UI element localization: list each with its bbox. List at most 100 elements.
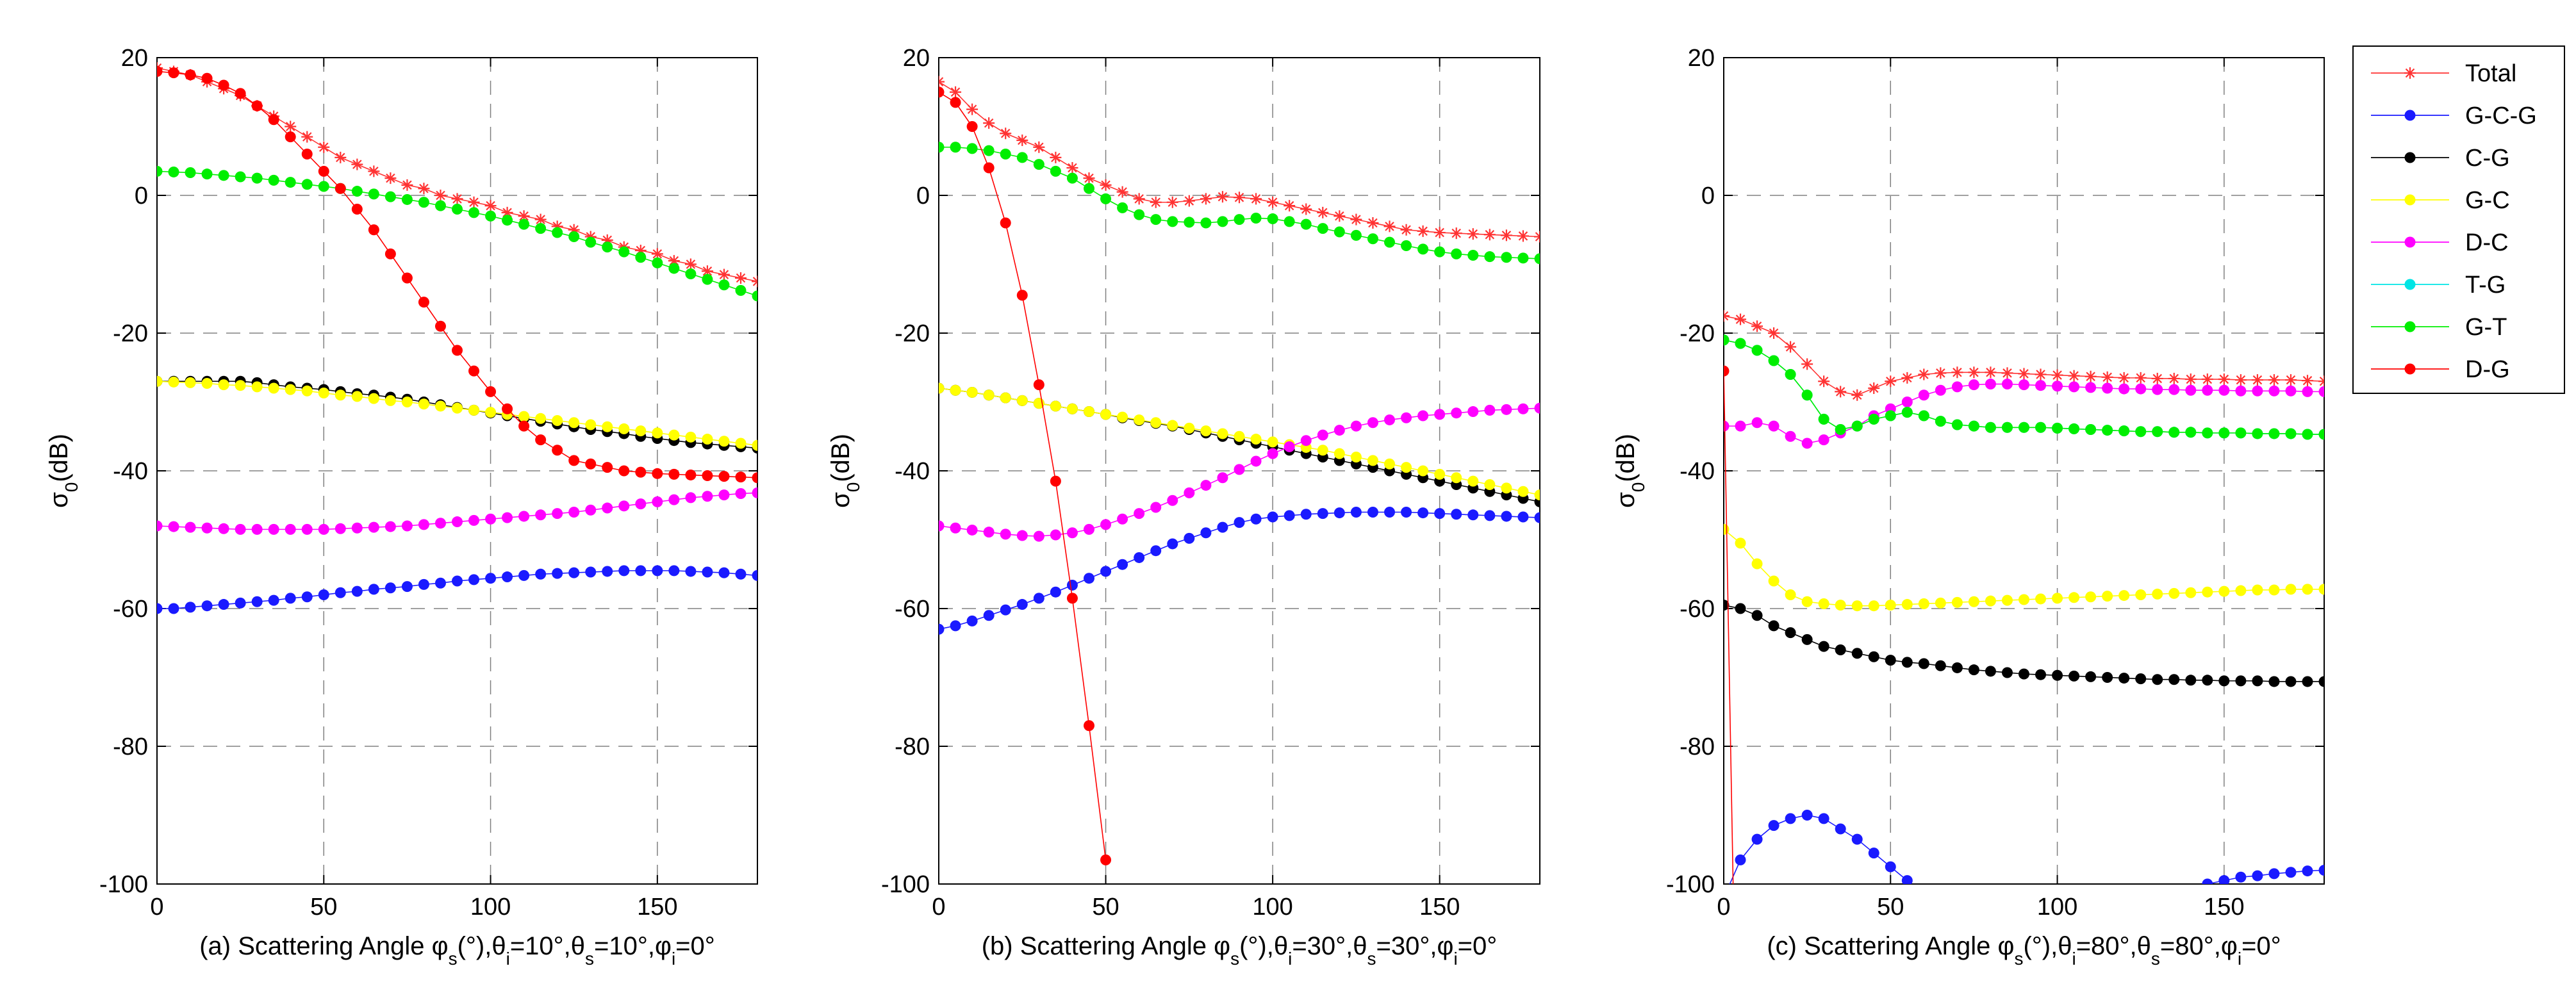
data-point	[1501, 482, 1512, 494]
data-point	[1150, 196, 1162, 208]
data-point	[1935, 660, 1946, 671]
data-point	[1901, 657, 1913, 668]
data-point	[983, 389, 995, 401]
legend-marker	[2404, 236, 2416, 248]
data-point	[452, 204, 463, 215]
data-point	[1417, 465, 1429, 477]
data-point	[2185, 427, 2197, 438]
data-point	[157, 66, 163, 77]
data-point	[1234, 430, 1245, 442]
data-point	[1066, 579, 1078, 591]
data-point	[201, 522, 213, 534]
series-g-c-g	[157, 565, 757, 614]
x-tick-label: 50	[1877, 894, 1904, 921]
data-point	[285, 384, 296, 395]
data-point	[752, 569, 757, 581]
data-point	[1083, 172, 1095, 184]
data-point	[635, 425, 647, 437]
data-point	[351, 391, 363, 402]
data-point	[2218, 373, 2230, 386]
data-point	[1284, 441, 1295, 452]
data-point	[535, 509, 547, 521]
series-line	[157, 70, 757, 479]
y-tick-label: 0	[135, 183, 148, 209]
data-point	[685, 492, 697, 504]
data-point	[2285, 385, 2297, 397]
data-point	[568, 507, 580, 518]
data-point	[1184, 532, 1195, 544]
data-point	[2235, 427, 2247, 439]
data-point	[1851, 389, 1863, 401]
data-point	[2302, 386, 2313, 397]
data-point	[966, 615, 978, 626]
data-point	[2318, 386, 2324, 397]
data-point	[1084, 183, 1094, 194]
data-point	[652, 257, 663, 268]
data-point	[635, 252, 647, 263]
data-point	[1818, 375, 1830, 388]
y-tick-label: -100	[881, 871, 930, 898]
legend-item-t-g: T-G	[2371, 272, 2506, 299]
data-point	[1134, 414, 1145, 425]
data-point	[1134, 552, 1145, 563]
data-point	[2252, 584, 2263, 596]
series-g-c	[939, 382, 1540, 501]
data-point	[1751, 610, 1763, 621]
data-point	[1968, 420, 1979, 432]
data-point	[2101, 371, 2113, 383]
data-point	[384, 582, 396, 594]
legend-marker	[2404, 321, 2416, 332]
data-point	[1968, 596, 1979, 607]
data-point	[2268, 676, 2280, 687]
data-point	[251, 100, 263, 111]
x-tick-label: 150	[1419, 894, 1460, 921]
data-point	[157, 165, 163, 177]
data-point	[285, 523, 296, 535]
data-point	[1484, 510, 1496, 521]
data-point	[1250, 513, 1262, 525]
y-tick-label: 20	[121, 45, 148, 72]
data-point	[585, 504, 597, 516]
data-point	[468, 404, 480, 416]
data-point	[1835, 386, 1847, 398]
data-point	[1100, 566, 1112, 577]
data-point	[1117, 513, 1128, 525]
data-point	[2019, 668, 2029, 680]
data-point	[1400, 224, 1412, 236]
data-point	[1100, 193, 1112, 204]
data-point	[1117, 411, 1128, 423]
data-point	[1367, 455, 1378, 466]
data-point	[1851, 600, 1863, 612]
data-point	[1417, 243, 1429, 255]
data-point	[1484, 251, 1496, 263]
data-point	[1918, 410, 1929, 422]
data-point	[2019, 379, 2029, 391]
series-line	[1724, 371, 1734, 884]
data-point	[1951, 366, 1963, 379]
series-line	[939, 81, 1540, 238]
data-point	[434, 200, 446, 211]
data-point	[1985, 595, 1996, 607]
data-point	[384, 248, 396, 259]
data-point	[468, 574, 480, 585]
data-point	[1200, 425, 1212, 437]
data-point	[368, 188, 379, 200]
data-point	[1968, 379, 1979, 391]
data-point	[950, 522, 961, 534]
data-point	[1250, 193, 1262, 205]
legend-box	[2352, 45, 2565, 394]
series-line	[157, 67, 757, 282]
data-point	[702, 434, 713, 445]
data-point	[318, 165, 329, 177]
data-point	[2001, 594, 2013, 606]
data-point	[1818, 434, 1829, 446]
data-point	[418, 578, 429, 590]
data-point	[1200, 193, 1212, 205]
data-point	[318, 141, 330, 153]
data-point	[2068, 370, 2080, 382]
data-point	[434, 400, 446, 412]
data-point	[535, 568, 547, 580]
data-point	[1333, 507, 1345, 519]
data-point	[1851, 648, 1863, 659]
data-point	[1534, 231, 1540, 243]
